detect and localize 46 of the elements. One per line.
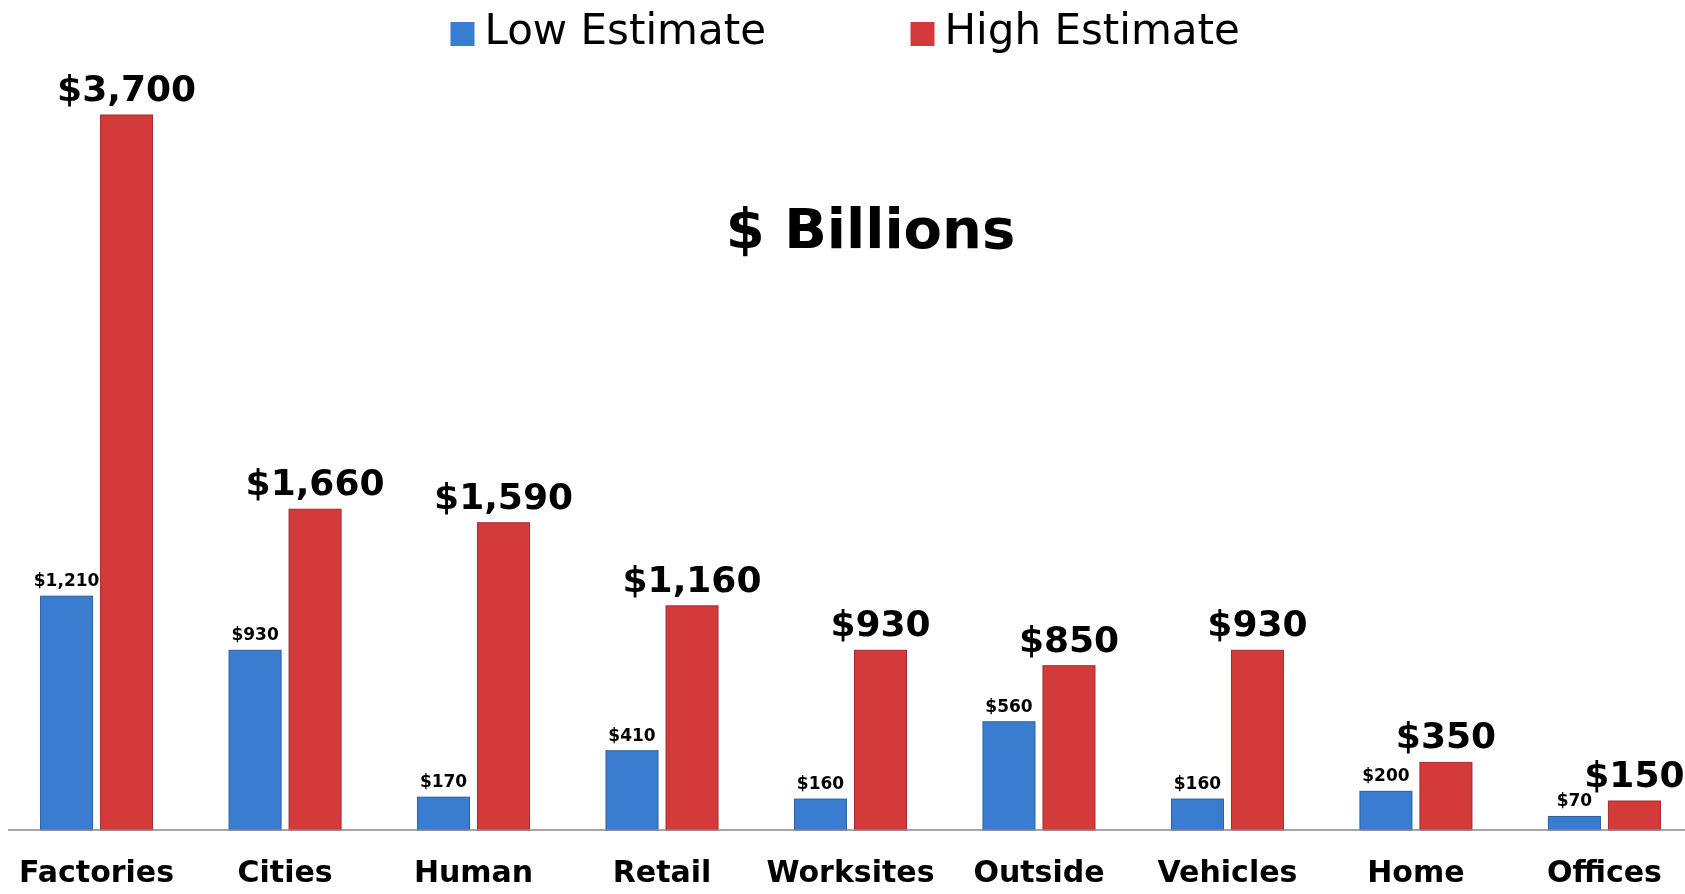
bar — [1170, 798, 1224, 831]
bar — [477, 522, 531, 831]
data-label: $930 — [1207, 603, 1308, 645]
x-tick-label: Worksites — [766, 854, 935, 889]
x-tick-label: Factories — [19, 854, 175, 889]
x-tick-label: Outside — [973, 854, 1105, 889]
x-tick-label: Offices — [1546, 854, 1662, 889]
bar — [665, 605, 719, 831]
x-tick-label: Retail — [612, 854, 712, 889]
bar — [100, 114, 154, 831]
text: $ Billions — [725, 196, 1016, 261]
data-label: $170 — [419, 771, 468, 792]
data-label: $1,590 — [434, 475, 573, 517]
bar — [40, 595, 94, 831]
data-label: $930 — [830, 603, 931, 645]
data-label: $200 — [1362, 765, 1410, 786]
bar — [228, 649, 282, 831]
x-tick-label: Human — [413, 854, 534, 889]
x-tick-label: Home — [1367, 854, 1465, 889]
bar — [288, 508, 342, 831]
data-label: $930 — [231, 624, 279, 645]
data-label: $560 — [985, 695, 1033, 716]
bar — [1042, 665, 1096, 831]
legend-label: High Estimate — [944, 5, 1240, 54]
bar — [1547, 815, 1601, 831]
data-label: $1,210 — [33, 570, 100, 591]
x-tick-label: Vehicles — [1157, 854, 1298, 889]
bar — [1359, 790, 1413, 831]
bar — [605, 750, 659, 831]
bar — [854, 649, 907, 831]
bar — [1230, 649, 1284, 831]
bar — [1607, 800, 1661, 831]
data-label: $160 — [1173, 773, 1222, 794]
data-label: $410 — [608, 724, 656, 745]
bar — [417, 796, 471, 831]
x-tick-label: Cities — [237, 854, 333, 889]
data-label: $850 — [1018, 618, 1120, 660]
bar — [794, 798, 847, 831]
data-label: $1,660 — [245, 462, 385, 504]
bar — [982, 721, 1036, 831]
data-label: $3,700 — [57, 68, 197, 109]
data-label: $160 — [796, 773, 845, 794]
bar — [1419, 761, 1473, 831]
legend-label: Low Estimate — [484, 5, 767, 54]
data-label: $350 — [1395, 715, 1497, 757]
data-label: $1,160 — [622, 558, 762, 600]
